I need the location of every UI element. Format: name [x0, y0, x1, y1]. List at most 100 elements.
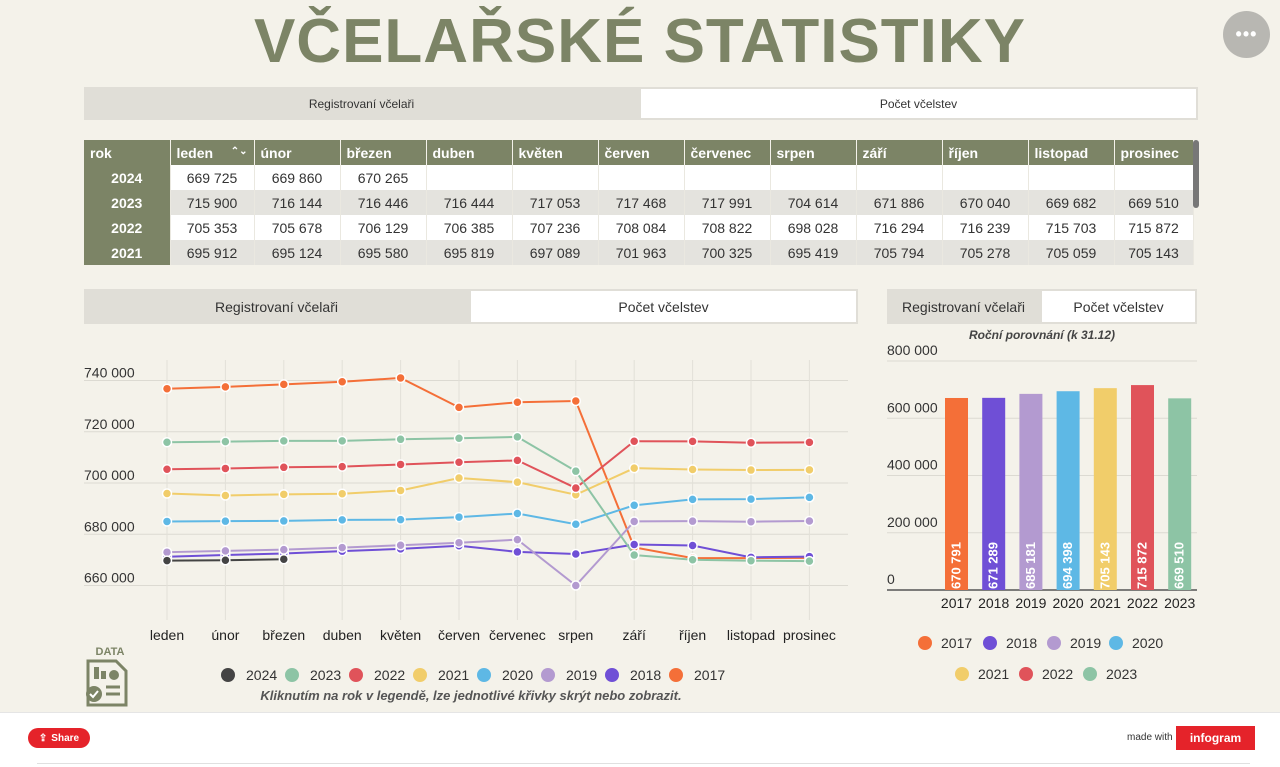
tab-pocet-vcelstev[interactable]: Počet včelstev [1040, 289, 1197, 324]
share-button[interactable]: ⇪ Share [28, 728, 90, 748]
data-point-2023[interactable] [453, 432, 465, 444]
table-scrollbar[interactable] [1193, 140, 1199, 208]
data-point-2022[interactable] [220, 463, 231, 474]
data-point-2018[interactable] [512, 546, 523, 558]
data-point-2017[interactable] [395, 372, 406, 384]
data-point-2020[interactable] [161, 516, 173, 527]
data-point-2018[interactable] [570, 548, 582, 560]
legend-item-2020[interactable]: 2020 [477, 667, 533, 683]
legend-item-2024[interactable]: 2024 [221, 667, 277, 683]
data-point-2024[interactable] [278, 553, 290, 565]
data-point-2021[interactable] [687, 464, 698, 475]
infogram-logo[interactable]: infogram [1176, 726, 1255, 750]
bar-legend-item-2021[interactable]: 2021 [955, 666, 1009, 682]
bar-legend-item-2017[interactable]: 2017 [918, 635, 972, 651]
data-point-2020[interactable] [512, 508, 523, 519]
data-point-2023[interactable] [570, 465, 582, 477]
data-point-2023[interactable] [278, 435, 290, 447]
data-point-2022[interactable] [161, 464, 173, 475]
data-point-2021[interactable] [395, 485, 406, 496]
data-point-2022[interactable] [278, 462, 290, 473]
bar-legend-item-2022[interactable]: 2022 [1019, 666, 1073, 682]
data-point-2019[interactable] [570, 580, 582, 591]
data-point-2020[interactable] [220, 515, 231, 527]
data-point-2020[interactable] [687, 494, 698, 505]
data-point-2022[interactable] [745, 437, 757, 449]
data-point-2023[interactable] [161, 437, 173, 448]
legend-item-2019[interactable]: 2019 [541, 667, 597, 683]
data-point-2021[interactable] [161, 488, 173, 499]
bar-2019[interactable] [1019, 393, 1043, 590]
legend-item-2021[interactable]: 2021 [413, 667, 469, 683]
bar-legend-item-2019[interactable]: 2019 [1047, 635, 1101, 651]
data-point-2021[interactable] [745, 464, 757, 476]
data-point-2019[interactable] [512, 534, 523, 545]
data-point-2017[interactable] [336, 376, 348, 388]
bar-legend-item-2023[interactable]: 2023 [1083, 666, 1137, 682]
data-point-2023[interactable] [804, 555, 815, 567]
data-point-2018[interactable] [628, 539, 640, 550]
table-header-6[interactable]: červen [598, 140, 685, 165]
data-point-2021[interactable] [336, 488, 348, 499]
table-header-2[interactable]: únor [254, 140, 341, 165]
data-point-2022[interactable] [570, 482, 582, 494]
data-point-2017[interactable] [278, 379, 290, 390]
bar-2022[interactable] [1131, 385, 1154, 590]
data-point-2017[interactable] [161, 383, 173, 394]
sort-icon[interactable]: ⌃⌄ [230, 146, 248, 157]
bar-2023[interactable] [1168, 398, 1192, 590]
tab-registrovani-vcelari[interactable]: Registrovaní včelaři [84, 289, 469, 324]
data-point-2018[interactable] [687, 540, 698, 551]
tab-registrovani-vcelari[interactable]: Registrovaní včelaři [84, 87, 639, 120]
data-point-2021[interactable] [220, 490, 231, 501]
data-point-2024[interactable] [220, 554, 231, 566]
table-header-0[interactable]: rok [84, 140, 171, 165]
data-point-2020[interactable] [745, 493, 757, 505]
table-header-8[interactable]: srpen [770, 140, 857, 165]
data-point-2019[interactable] [278, 544, 290, 555]
more-options-button[interactable]: ••• [1223, 11, 1270, 58]
legend-item-2023[interactable]: 2023 [285, 667, 341, 683]
data-point-2020[interactable] [453, 511, 465, 523]
bar-legend-item-2018[interactable]: 2018 [983, 635, 1037, 651]
table-header-3[interactable]: březen [340, 140, 427, 165]
data-point-2021[interactable] [278, 489, 290, 500]
table-header-11[interactable]: listopad [1028, 140, 1115, 165]
data-point-2023[interactable] [336, 435, 348, 447]
data-point-2023[interactable] [220, 436, 231, 447]
data-point-2019[interactable] [804, 515, 815, 527]
tab-pocet-vcelstev[interactable]: Počet včelstev [639, 87, 1198, 120]
data-point-2019[interactable] [687, 515, 698, 527]
bar-legend-item-2020[interactable]: 2020 [1109, 635, 1163, 651]
data-point-2023[interactable] [395, 434, 406, 445]
data-point-2022[interactable] [395, 459, 406, 470]
data-point-2023[interactable] [745, 555, 757, 566]
tab-pocet-vcelstev[interactable]: Počet včelstev [469, 289, 858, 324]
data-point-2021[interactable] [453, 472, 465, 484]
data-point-2022[interactable] [512, 455, 523, 466]
data-point-2020[interactable] [628, 500, 640, 511]
legend-item-2022[interactable]: 2022 [349, 667, 405, 683]
bar-2018[interactable] [982, 397, 1006, 590]
table-header-5[interactable]: květen [512, 140, 599, 165]
table-header-9[interactable]: září [856, 140, 943, 165]
legend-item-2018[interactable]: 2018 [605, 667, 661, 683]
table-header-7[interactable]: červenec [684, 140, 771, 165]
data-point-2020[interactable] [804, 492, 815, 503]
data-point-2019[interactable] [745, 516, 757, 527]
data-point-2017[interactable] [512, 397, 523, 408]
data-point-2021[interactable] [512, 476, 523, 488]
data-point-2019[interactable] [453, 537, 465, 548]
data-point-2021[interactable] [628, 462, 640, 474]
data-point-2019[interactable] [336, 542, 348, 553]
data-point-2022[interactable] [453, 457, 465, 468]
legend-item-2017[interactable]: 2017 [669, 667, 725, 683]
tab-registrovani-vcelari[interactable]: Registrovaní včelaři [887, 289, 1040, 324]
data-point-2022[interactable] [628, 435, 640, 447]
data-point-2020[interactable] [336, 514, 348, 526]
data-point-2022[interactable] [336, 461, 348, 472]
data-point-2019[interactable] [220, 545, 231, 557]
data-point-2021[interactable] [804, 464, 815, 476]
data-point-2022[interactable] [687, 436, 698, 447]
table-header-12[interactable]: prosinec [1114, 140, 1194, 165]
